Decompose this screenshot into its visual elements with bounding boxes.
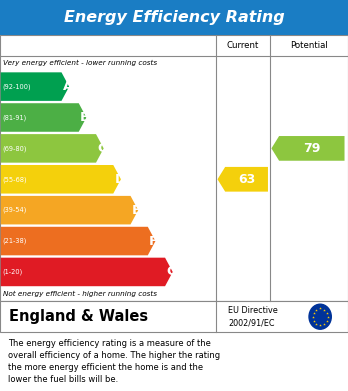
Polygon shape [1,103,86,132]
Bar [0,35,348,56]
Text: Very energy efficient - lower running costs: Very energy efficient - lower running co… [3,60,157,66]
Text: Current: Current [227,41,259,50]
Polygon shape [218,167,268,192]
Text: E: E [132,204,141,217]
Text: EU Directive
2002/91/EC: EU Directive 2002/91/EC [228,306,278,327]
Text: 63: 63 [238,173,255,186]
Text: (1-20): (1-20) [3,269,23,275]
Text: Potential: Potential [290,41,328,50]
Text: 79: 79 [303,142,321,155]
Text: (39-54): (39-54) [3,207,27,213]
Text: England & Wales: England & Wales [9,309,148,324]
Polygon shape [1,134,104,163]
Text: (21-38): (21-38) [3,238,27,244]
Polygon shape [1,165,121,194]
Text: The energy efficiency rating is a measure of the
overall efficiency of a home. T: The energy efficiency rating is a measur… [8,339,220,384]
Polygon shape [1,258,173,286]
Bar [0,35,348,301]
Polygon shape [271,136,345,161]
Text: Not energy efficient - higher running costs: Not energy efficient - higher running co… [3,291,157,297]
Text: (92-100): (92-100) [3,83,31,90]
Text: (81-91): (81-91) [3,114,27,121]
Bar [0,301,348,332]
Circle shape [309,304,331,329]
Text: B: B [80,111,90,124]
Text: (69-80): (69-80) [3,145,27,152]
Text: A: A [63,80,73,93]
Polygon shape [1,227,156,255]
Text: Energy Efficiency Rating: Energy Efficiency Rating [64,10,284,25]
Polygon shape [1,196,138,224]
Text: C: C [97,142,107,155]
Text: D: D [115,173,126,186]
Polygon shape [1,72,69,101]
Bar [0,0,348,35]
Text: (55-68): (55-68) [3,176,27,183]
Text: F: F [149,235,158,248]
Text: G: G [166,265,177,278]
